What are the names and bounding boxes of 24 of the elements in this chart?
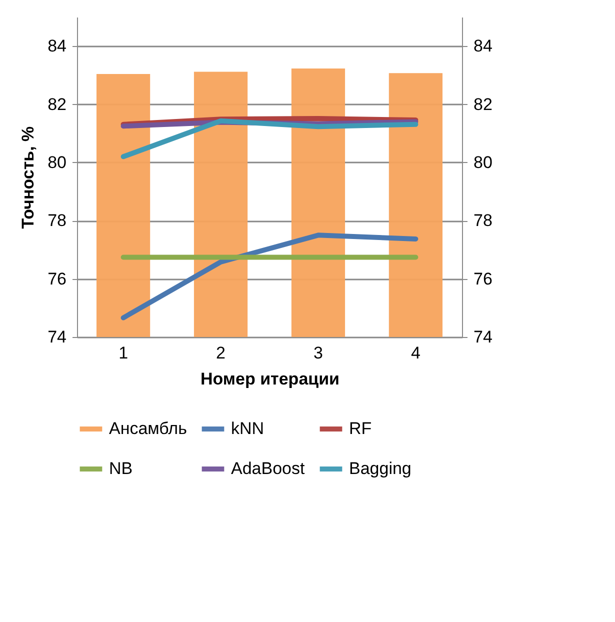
legend-label: NB [109,459,133,478]
y-tick-label: 82 [48,94,66,114]
y-tick-label: 76 [48,269,66,288]
y2-tick-label: 78 [474,211,492,230]
x-tick-label: 4 [410,344,420,362]
x-axis-title: Номер итерации [200,370,340,388]
y2-tick-label: 82 [474,94,492,114]
y-tick-label: 84 [48,36,66,56]
y-tick-label: 74 [48,328,66,346]
legend-label: Ансамбль [109,419,188,438]
x-tick-label: 3 [314,344,323,362]
y2-tick-label: 74 [474,328,492,346]
y2-tick-label: 80 [474,152,492,172]
y-tick-label: 78 [48,211,66,230]
y-axis-title: Точность, % [18,126,38,229]
y2-tick-label: 84 [474,36,492,56]
legend-label: Bagging [349,459,412,478]
legend-label: AdaBoost [231,459,305,478]
x-tick-label: 2 [216,344,226,362]
y2-tick-label: 76 [474,269,492,288]
y-tick-label: 80 [48,152,66,172]
legend-label: kNN [231,419,264,438]
legend-label: RF [349,419,372,438]
x-tick-label: 1 [118,344,128,362]
